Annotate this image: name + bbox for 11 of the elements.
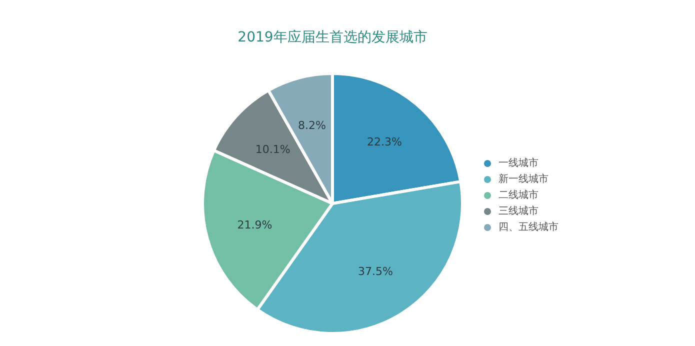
data-label: 21.9% <box>237 218 272 232</box>
legend-label: 三线城市 <box>498 205 538 217</box>
legend-label: 一线城市 <box>498 157 538 169</box>
legend-label: 新一线城市 <box>498 173 548 185</box>
legend-label: 二线城市 <box>498 189 538 201</box>
legend-label: 四、五线城市 <box>498 221 558 233</box>
data-label: 22.3% <box>366 135 402 148</box>
data-label: 8.2% <box>298 119 326 132</box>
data-label: 37.5% <box>358 265 393 278</box>
chart-title: 2019年应届生首选的发展城市 <box>238 30 428 46</box>
data-label: 10.1% <box>255 142 290 156</box>
